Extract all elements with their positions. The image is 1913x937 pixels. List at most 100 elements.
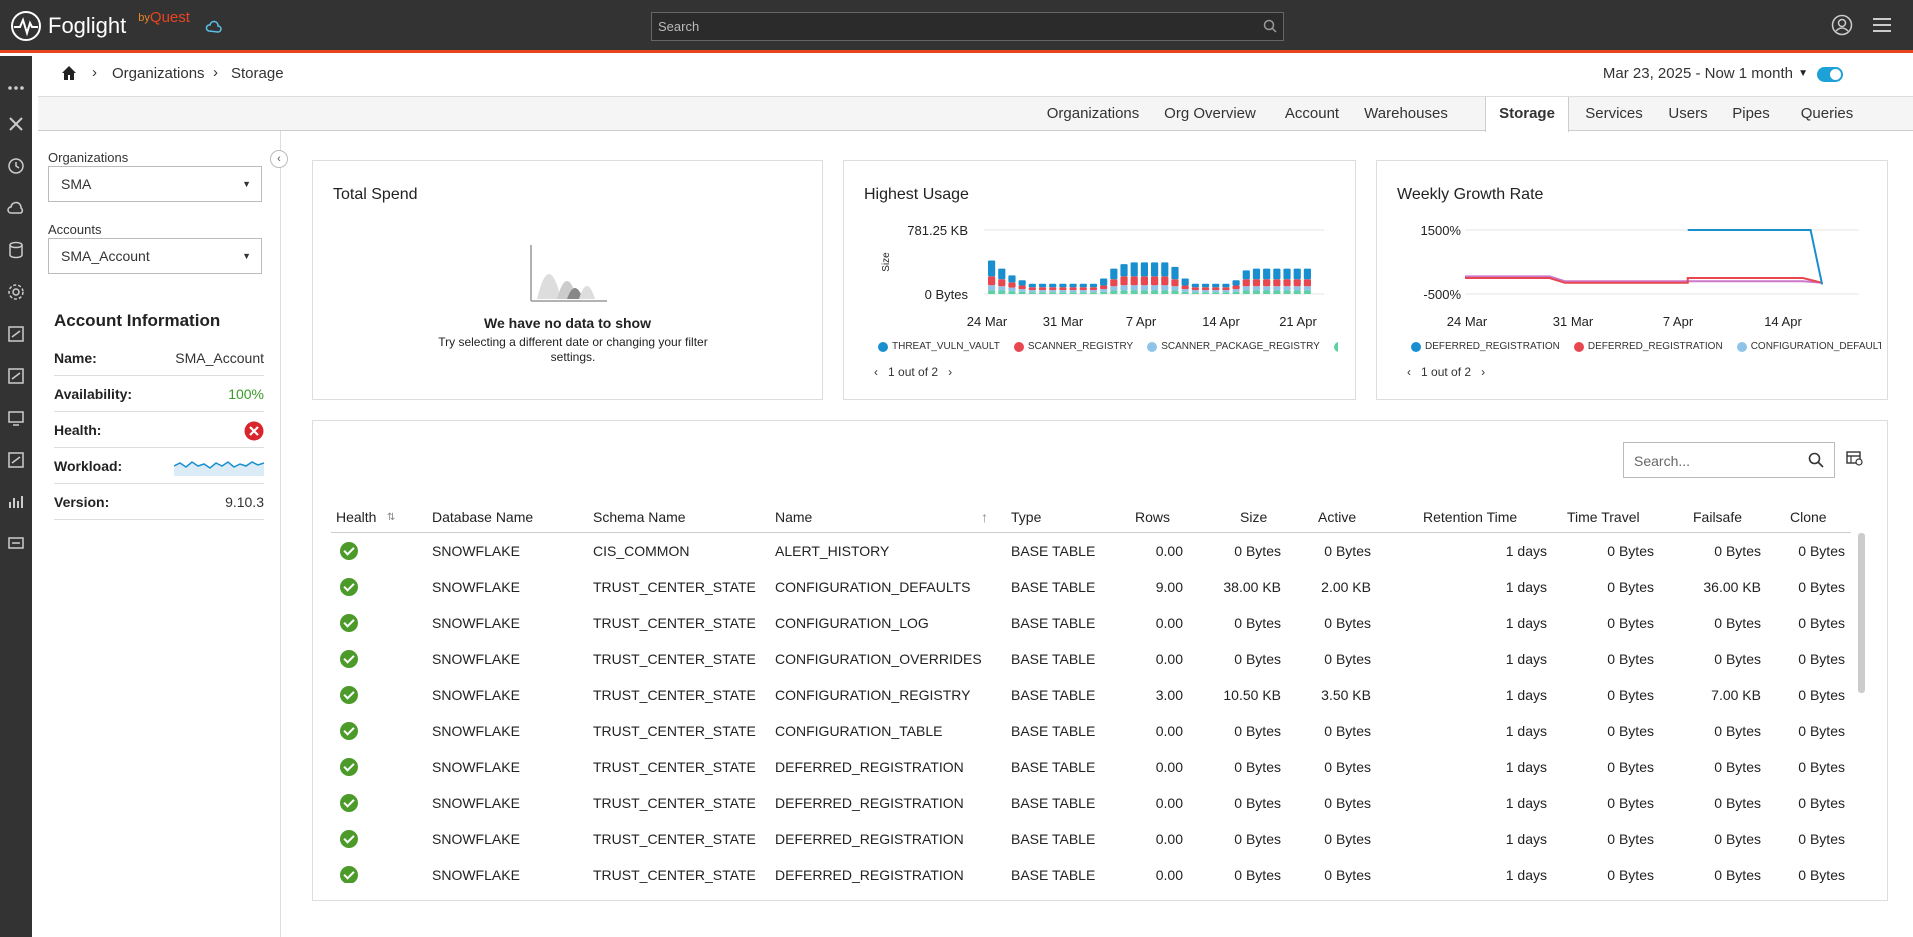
table-row[interactable]: SNOWFLAKE TRUST_CENTER_STATE CONFIGURATION…: [331, 641, 1851, 677]
table-scrollbar[interactable]: [1858, 533, 1865, 693]
legend-item[interactable]: CONFIGURATION_DEFAULTS: [1736, 341, 1881, 352]
highest-usage-card: Highest Usage 781.25 KB 0 Bytes Size 24 Mar…: [843, 160, 1356, 400]
bar: [1252, 268, 1261, 280]
column-header[interactable]: Active: [1318, 509, 1357, 525]
time-range-selector[interactable]: Mar 23, 2025 - Now 1 month: [1602, 65, 1793, 82]
column-settings-icon[interactable]: [1845, 449, 1863, 467]
home-icon[interactable]: [60, 64, 78, 82]
bar: [1038, 290, 1047, 293]
column-header[interactable]: Time Travel: [1567, 509, 1640, 525]
tab-services[interactable]: Services: [1585, 105, 1643, 122]
column-header[interactable]: Clone: [1790, 509, 1827, 525]
legend-item[interactable]: SCANNER_PACKAGE_REGISTRY: [1147, 341, 1320, 352]
bar: [1018, 280, 1026, 286]
table-cell: TRUST_CENTER_STATE: [593, 579, 756, 595]
bar: [1151, 285, 1159, 291]
legend-item[interactable]: THREAT_VULN_VAULT: [878, 341, 1000, 352]
table-cell: SNOWFLAKE: [432, 723, 520, 739]
alarm-icon[interactable]: [6, 156, 26, 176]
legend-item[interactable]: DEFERRED_REGISTRATION: [1411, 341, 1560, 352]
pager-next-icon[interactable]: ›: [1481, 365, 1486, 379]
tab-pipes[interactable]: Pipes: [1732, 105, 1770, 122]
bar: [1018, 289, 1026, 292]
health-error-icon[interactable]: [244, 421, 264, 441]
vendor-name: Quest: [149, 8, 190, 26]
table-row[interactable]: SNOWFLAKE TRUST_CENTER_STATE DEFERRED_REGI…: [331, 857, 1851, 883]
tab-account[interactable]: Account: [1284, 105, 1340, 122]
collapse-panel-button[interactable]: ‹: [270, 150, 288, 168]
column-header[interactable]: Type: [1011, 509, 1042, 525]
sort-icon[interactable]: ⇅: [387, 512, 396, 523]
global-search-input[interactable]: Search: [651, 12, 1284, 41]
dashboard-icon[interactable]: [6, 534, 26, 554]
foglight-logo[interactable]: Foglight by Quest: [10, 8, 190, 42]
column-header[interactable]: Schema Name: [593, 509, 686, 525]
legend-label: SCANNER_PACKAGE_REGISTRY: [1161, 341, 1320, 352]
caret-down-icon[interactable]: ▼: [1798, 68, 1808, 79]
table-cell: 0 Bytes: [1324, 615, 1371, 631]
bar: [1089, 287, 1098, 291]
search-icon[interactable]: [1808, 452, 1824, 468]
column-header[interactable]: Database Name: [432, 509, 534, 525]
table-cell: 0 Bytes: [1234, 795, 1281, 811]
column-header[interactable]: Failsafe: [1693, 509, 1743, 525]
cloud-icon[interactable]: [6, 198, 26, 218]
column-header[interactable]: Rows: [1135, 509, 1171, 525]
pager-prev-icon[interactable]: ‹: [874, 365, 878, 379]
auto-refresh-toggle[interactable]: [1817, 67, 1843, 82]
pager-prev-icon[interactable]: ‹: [1407, 365, 1411, 379]
settings-icon[interactable]: [6, 282, 26, 302]
flow-icon[interactable]: [6, 324, 26, 344]
monitor-icon[interactable]: [6, 408, 26, 428]
bar: [1069, 283, 1077, 288]
column-header[interactable]: Retention Time: [1423, 509, 1518, 525]
table-row[interactable]: SNOWFLAKE TRUST_CENTER_STATE CONFIGURATION…: [331, 569, 1851, 605]
flow-icon-3[interactable]: [6, 450, 26, 470]
bar: [1130, 276, 1138, 286]
tab-users[interactable]: Users: [1668, 105, 1708, 122]
user-profile-icon[interactable]: [1831, 14, 1853, 36]
account-select[interactable]: SMA_Account ▼: [48, 238, 262, 274]
table-cell: TRUST_CENTER_STATE: [593, 651, 756, 667]
breadcrumb-organizations[interactable]: Organizations: [112, 65, 205, 82]
bar: [1110, 286, 1118, 291]
bar: [1283, 286, 1291, 291]
bar: [1252, 290, 1261, 294]
table-cell: 0 Bytes: [1234, 651, 1281, 667]
tab-queries[interactable]: Queries: [1800, 105, 1854, 122]
table-row[interactable]: SNOWFLAKE TRUST_CENTER_STATE DEFERRED_REGI…: [331, 821, 1851, 857]
search-icon[interactable]: [1263, 19, 1277, 33]
tab-organizations[interactable]: Organizations: [1046, 105, 1140, 122]
database-icon[interactable]: [6, 240, 26, 260]
bar: [998, 279, 1006, 287]
legend-item[interactable]: SCANNER_REGISTRY: [1013, 341, 1133, 352]
table-row[interactable]: SNOWFLAKE TRUST_CENTER_STATE CONFIGURATION…: [331, 605, 1851, 641]
column-header[interactable]: Size: [1240, 509, 1268, 525]
table-search-input[interactable]: Search...: [1623, 442, 1835, 478]
column-header[interactable]: Name: [775, 509, 813, 525]
pager-next-icon[interactable]: ›: [948, 365, 953, 379]
tab-org-overview[interactable]: Org Overview: [1164, 105, 1256, 122]
tools-icon[interactable]: [6, 114, 26, 134]
info-key: Version:: [54, 494, 110, 510]
table-row[interactable]: SNOWFLAKE TRUST_CENTER_STATE DEFERRED_REGI…: [331, 785, 1851, 821]
more-icon[interactable]: [6, 78, 26, 98]
organization-select[interactable]: SMA ▼: [48, 166, 262, 202]
column-header[interactable]: Health: [336, 509, 377, 525]
sort-ascending-icon[interactable]: ↑: [981, 509, 988, 525]
tab-warehouses[interactable]: Warehouses: [1364, 105, 1448, 122]
table-cell: 3.00: [1155, 687, 1183, 703]
table-row[interactable]: SNOWFLAKE CIS_COMMON ALERT_HISTORY BASE TAB…: [331, 533, 1851, 569]
legend-item[interactable]: CC: [1333, 341, 1338, 352]
table-row[interactable]: SNOWFLAKE TRUST_CENTER_STATE DEFERRED_REGI…: [331, 749, 1851, 785]
table-row[interactable]: SNOWFLAKE TRUST_CENTER_STATE CONFIGURATION…: [331, 713, 1851, 749]
table-cell: 0 Bytes: [1607, 723, 1654, 739]
table-row[interactable]: SNOWFLAKE TRUST_CENTER_STATE CONFIGURATION…: [331, 677, 1851, 713]
bar: [1018, 291, 1026, 294]
hamburger-menu-icon[interactable]: [1871, 14, 1893, 36]
cloud-home-icon[interactable]: [205, 18, 223, 36]
bar-chart-icon[interactable]: [6, 492, 26, 512]
tab-storage[interactable]: Storage: [1485, 97, 1569, 132]
flow-icon-2[interactable]: [6, 366, 26, 386]
legend-item[interactable]: DEFERRED_REGISTRATION: [1573, 341, 1723, 352]
